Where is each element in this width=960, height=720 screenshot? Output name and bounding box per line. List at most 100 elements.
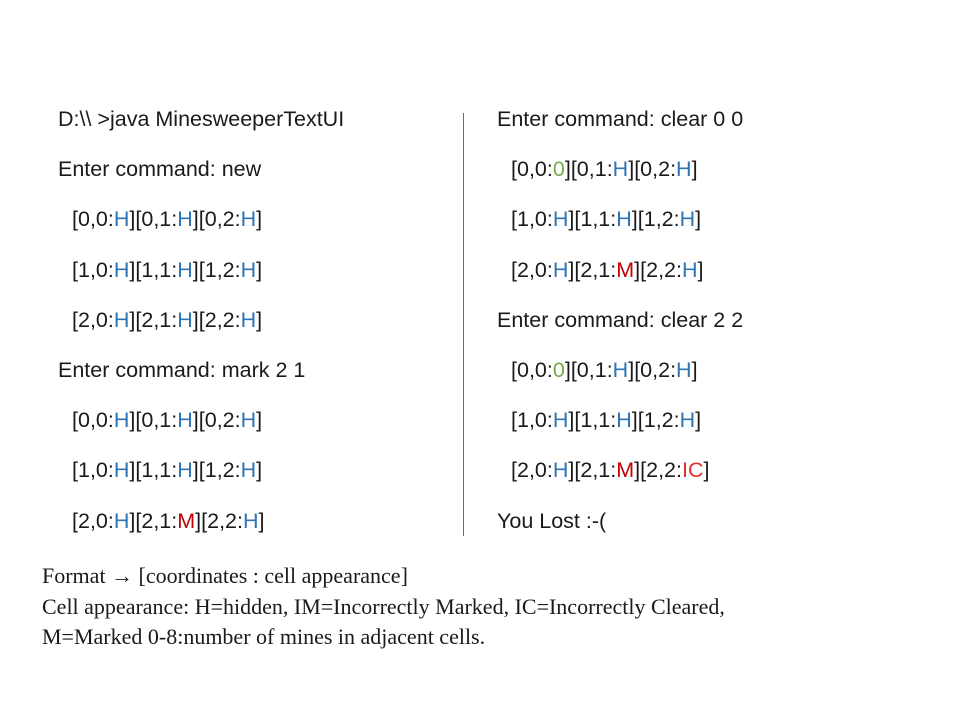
- cell-coordinates: 2,2: [204, 307, 235, 332]
- board-row: [2,0:H][2,1:M][2,2:H]: [58, 496, 344, 546]
- board-cell: [0,2:H]: [634, 157, 698, 182]
- cell-coordinates: 2,0: [516, 257, 547, 282]
- cell-appearance: H: [552, 257, 569, 282]
- cell-appearance: 0: [552, 157, 565, 182]
- cell-appearance: H: [240, 408, 257, 433]
- command-line: Enter command: new: [58, 157, 262, 182]
- board-cell: [0,0:0]: [511, 157, 571, 182]
- board-cell: [2,1:M]: [574, 257, 641, 282]
- cell-appearance: M: [616, 458, 635, 483]
- cell-appearance: H: [113, 508, 130, 533]
- cell-appearance: H: [676, 157, 692, 182]
- cell-coordinates: 2,1: [580, 257, 611, 282]
- cell-appearance: H: [113, 458, 130, 483]
- cell-coordinates: 1,0: [77, 257, 108, 282]
- cell-coordinates: 1,2: [643, 408, 674, 433]
- cell-coordinates: 1,1: [141, 257, 172, 282]
- board-cell: [2,2:H]: [640, 257, 704, 282]
- board-cell: [1,1:H]: [135, 257, 199, 282]
- board-cell: [0,0:0]: [511, 357, 571, 382]
- left-console-column: D:\\ >java MinesweeperTextUI Enter comma…: [58, 94, 344, 546]
- console-prompt-line: D:\\ >java MinesweeperTextUI: [58, 107, 345, 131]
- cell-coordinates: 0,0: [77, 408, 108, 433]
- cell-appearance: H: [177, 458, 193, 483]
- cell-coordinates: 1,2: [204, 458, 235, 483]
- board-cell: [1,0:H]: [511, 408, 575, 433]
- board-row: [2,0:H][2,1:M][2,2:IC]: [497, 445, 743, 495]
- cell-appearance: H: [552, 207, 569, 232]
- cell-coordinates: 1,1: [580, 207, 611, 232]
- cell-appearance: H: [177, 307, 193, 332]
- format-legend: Format → [coordinates : cell appearance]…: [42, 561, 725, 653]
- legend-line-format: Format → [coordinates : cell appearance]: [42, 563, 408, 588]
- board-cell: [0,1:H]: [135, 207, 199, 232]
- board-cell: [2,2:H]: [198, 307, 263, 332]
- board-cell: [2,1:H]: [135, 307, 199, 332]
- board-cell: [1,1:H]: [574, 408, 638, 433]
- cell-appearance: H: [552, 458, 569, 483]
- board-cell: [0,2:H]: [634, 357, 698, 382]
- cell-coordinates: 0,0: [516, 157, 547, 182]
- cell-coordinates: 1,0: [516, 408, 547, 433]
- cell-coordinates: 2,2: [207, 508, 238, 533]
- board-cell: [1,1:H]: [574, 207, 638, 232]
- cell-appearance: H: [679, 408, 696, 433]
- cell-coordinates: 1,2: [204, 257, 235, 282]
- cell-coordinates: 0,1: [576, 357, 607, 382]
- board-row: [2,0:H][2,1:H][2,2:H]: [58, 295, 344, 345]
- cell-coordinates: 2,0: [77, 307, 108, 332]
- board-row: [0,0:H][0,1:H][0,2:H]: [58, 194, 344, 244]
- board-row: [0,0:0][0,1:H][0,2:H]: [497, 144, 743, 194]
- cell-appearance: H: [240, 307, 257, 332]
- cell-coordinates: 0,0: [77, 207, 108, 232]
- command-line: Enter command: mark 2 1: [58, 357, 306, 382]
- cell-appearance: H: [177, 408, 193, 433]
- cell-appearance: M: [177, 508, 196, 533]
- cell-coordinates: 0,1: [576, 157, 607, 182]
- cell-coordinates: 0,2: [640, 157, 671, 182]
- cell-appearance: H: [682, 257, 698, 282]
- board-cell: [0,2:H]: [198, 408, 263, 433]
- column-divider: [463, 113, 464, 536]
- board-cell: [2,2:H]: [201, 508, 265, 533]
- board-cell: [2,0:H]: [72, 307, 136, 332]
- board-cell: [2,0:H]: [511, 458, 575, 483]
- cell-appearance: H: [612, 157, 629, 182]
- board-cell: [1,1:H]: [135, 458, 199, 483]
- cell-appearance: H: [676, 357, 692, 382]
- cell-appearance: 0: [552, 357, 565, 382]
- cell-appearance: H: [113, 257, 130, 282]
- cell-appearance: H: [616, 207, 632, 232]
- cell-coordinates: 1,1: [580, 408, 611, 433]
- cell-appearance: H: [240, 458, 257, 483]
- board-cell: [0,0:H]: [72, 408, 136, 433]
- cell-appearance: H: [552, 408, 569, 433]
- board-cell: [2,1:M]: [135, 508, 202, 533]
- board-cell: [0,1:H]: [570, 357, 635, 382]
- board-cell: [0,0:H]: [72, 207, 136, 232]
- board-cell: [2,2:IC]: [640, 458, 710, 483]
- cell-coordinates: 2,2: [646, 458, 677, 483]
- cell-appearance: H: [113, 207, 130, 232]
- command-line: Enter command: clear 2 2: [497, 307, 744, 332]
- board-row: [1,0:H][1,1:H][1,2:H]: [58, 445, 344, 495]
- board-cell: [1,0:H]: [72, 458, 136, 483]
- legend-line-cell-appearance: Cell appearance: H=hidden, IM=Incorrectl…: [42, 593, 725, 619]
- game-result-line: You Lost :-(: [497, 508, 607, 533]
- right-console-column: Enter command: clear 0 0 [0,0:0][0,1:H][0…: [497, 94, 743, 546]
- cell-coordinates: 1,2: [643, 207, 674, 232]
- cell-coordinates: 2,1: [580, 458, 611, 483]
- cell-appearance: H: [612, 357, 629, 382]
- board-cell: [1,2:H]: [198, 458, 263, 483]
- board-cell: [1,2:H]: [637, 207, 702, 232]
- cell-appearance: IC: [682, 458, 704, 483]
- board-cell: [0,1:H]: [135, 408, 199, 433]
- cell-coordinates: 0,1: [141, 408, 172, 433]
- board-cell: [1,2:H]: [637, 408, 702, 433]
- cell-coordinates: 2,1: [141, 307, 172, 332]
- cell-appearance: H: [113, 408, 130, 433]
- board-cell: [1,0:H]: [511, 207, 575, 232]
- board-cell: [2,0:H]: [72, 508, 136, 533]
- board-row: [1,0:H][1,1:H][1,2:H]: [497, 194, 743, 244]
- cell-coordinates: 1,1: [141, 458, 172, 483]
